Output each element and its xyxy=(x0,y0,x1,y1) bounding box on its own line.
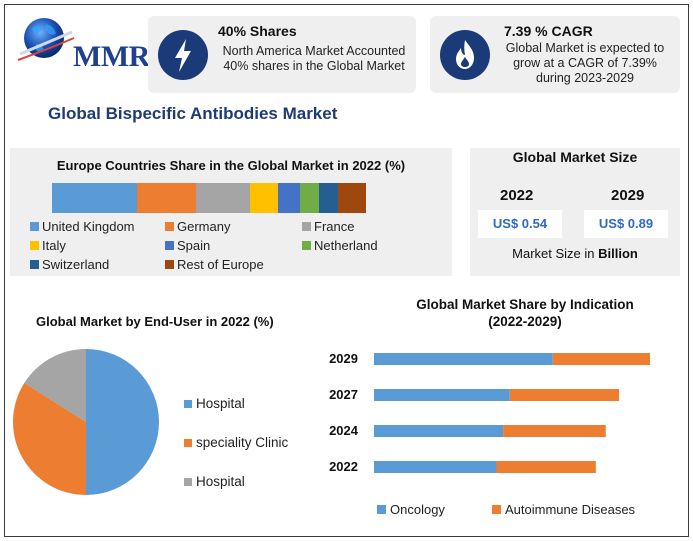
legend-swatch xyxy=(184,439,192,447)
legend-swatch xyxy=(30,260,39,269)
europe-bar-segment xyxy=(136,183,197,213)
legend-swatch xyxy=(184,478,192,486)
value-2022: US$ 0.54 xyxy=(478,210,562,238)
europe-share-panel: Europe Countries Share in the Global Mar… xyxy=(10,148,452,276)
legend-label: speciality Clinic xyxy=(196,435,289,450)
bar-segment xyxy=(374,425,504,437)
globe-icon xyxy=(17,18,75,61)
legend-swatch xyxy=(30,241,39,250)
bar-title-line: (2022-2029) xyxy=(488,314,562,329)
value-2029: US$ 0.89 xyxy=(584,210,668,238)
legend-swatch xyxy=(492,505,501,514)
bar-segment xyxy=(509,389,620,401)
legend-swatch xyxy=(165,241,174,250)
legend-swatch xyxy=(302,222,311,231)
legend-label: Hospital xyxy=(196,396,245,411)
mmr-logo: MMR xyxy=(16,14,150,74)
end-user-pie-chart xyxy=(12,349,159,495)
europe-legend-item: United Kingdom xyxy=(30,219,135,234)
legend-label: Switzerland xyxy=(42,257,110,272)
bar-chart-title: Global Market Share by Indication (2022-… xyxy=(380,296,670,330)
europe-bar-segment xyxy=(52,183,137,213)
legend-swatch xyxy=(30,222,39,231)
europe-legend-item: Switzerland xyxy=(30,257,109,272)
card-line: 40% shares in the Global Market xyxy=(223,59,405,73)
card-line: grow at a CAGR of 7.39% xyxy=(513,56,657,70)
legend-label: Italy xyxy=(42,238,66,253)
legend-label: Oncology xyxy=(390,502,445,517)
legend-swatch xyxy=(165,222,174,231)
europe-legend-item: Rest of Europe xyxy=(165,257,264,272)
bar-segment xyxy=(374,353,553,365)
pie-legend-item: Hospital xyxy=(184,396,245,411)
indication-bar-chart: 2029 2027 2024 2022 xyxy=(329,351,650,474)
page-title: Global Bispecific Antibodies Market xyxy=(48,104,338,123)
market-size-title: Global Market Size xyxy=(512,149,638,165)
legend-label: Spain xyxy=(177,238,211,253)
europe-bar-segment xyxy=(318,183,338,213)
bar-title-line: Global Market Share by Indication xyxy=(416,297,634,312)
pie-slice xyxy=(24,349,87,422)
card-title: 7.39 % CAGR xyxy=(504,23,593,39)
europe-legend-item: Netherland xyxy=(302,238,378,253)
flame-icon xyxy=(440,30,490,80)
legend-swatch xyxy=(165,260,174,269)
pie-slice xyxy=(12,382,86,495)
europe-legend-item: Italy xyxy=(30,238,66,253)
pie-chart-title: Global Market by End-User in 2022 (%) xyxy=(36,314,274,329)
card-line: during 2023-2029 xyxy=(536,71,634,85)
bar-segment xyxy=(552,353,650,365)
europe-bar-segment xyxy=(249,183,279,213)
legend-swatch xyxy=(377,505,386,514)
pie-legend-item: speciality Clinic xyxy=(184,435,288,450)
legend-label: Rest of Europe xyxy=(177,257,264,272)
infographic-frame xyxy=(4,4,689,537)
note-prefix: Market Size in xyxy=(512,246,599,261)
pie-legend-item: Hospital xyxy=(184,474,245,489)
europe-bar-segment xyxy=(300,183,319,213)
bar-category-label: 2029 xyxy=(329,351,358,366)
legend-swatch xyxy=(302,241,311,250)
bar-segment xyxy=(374,461,497,473)
cagr-card: 7.39 % CAGR Global Market is expected to… xyxy=(430,16,680,93)
logo-text: MMR xyxy=(73,40,150,73)
legend-label: Germany xyxy=(177,219,231,234)
europe-bar-segment xyxy=(278,183,301,213)
card-line: Global Market is expected to xyxy=(505,41,665,55)
bar-legend-item: Autoimmune Diseases xyxy=(492,502,635,517)
legend-label: Netherland xyxy=(314,238,378,253)
europe-bar-segment xyxy=(337,183,366,213)
card-line: North America Market Accounted xyxy=(222,44,406,58)
card-body: North America Market Accounted 40% share… xyxy=(216,44,412,74)
europe-legend-item: France xyxy=(302,219,354,234)
card-title: 40% Shares xyxy=(218,23,297,39)
legend-label: France xyxy=(314,219,355,234)
bar-category-label: 2024 xyxy=(329,423,359,438)
bar-segment xyxy=(496,461,596,473)
legend-label: United Kingdom xyxy=(42,219,135,234)
bar-segment xyxy=(503,425,606,437)
bar-category-label: 2022 xyxy=(329,459,358,474)
europe-legend-item: Germany xyxy=(165,219,230,234)
legend-label: Hospital xyxy=(196,474,245,489)
legend-label: Autoimmune Diseases xyxy=(505,502,636,517)
bar-legend-item: Oncology xyxy=(377,502,445,517)
north-america-share-card: 40% Shares North America Market Accounte… xyxy=(148,16,416,93)
legend-swatch xyxy=(184,400,192,408)
card-body: Global Market is expected to grow at a C… xyxy=(492,41,678,86)
bar-category-label: 2027 xyxy=(329,387,358,402)
market-size-panel: Global Market Size 2022 2029 US$ 0.54 US… xyxy=(470,148,680,276)
europe-bar-segment xyxy=(196,183,250,213)
europe-legend-item: Spain xyxy=(165,238,210,253)
pie-slice xyxy=(86,349,159,495)
market-size-note: Market Size in Billion xyxy=(470,246,680,261)
year-2022: 2022 xyxy=(500,187,534,204)
bar-segment xyxy=(374,389,510,401)
year-2029: 2029 xyxy=(611,187,645,204)
note-unit: Billion xyxy=(598,246,638,261)
chart-title: Europe Countries Share in the Global Mar… xyxy=(56,158,406,173)
europe-stacked-bar xyxy=(52,183,366,213)
lightning-icon xyxy=(158,30,208,80)
